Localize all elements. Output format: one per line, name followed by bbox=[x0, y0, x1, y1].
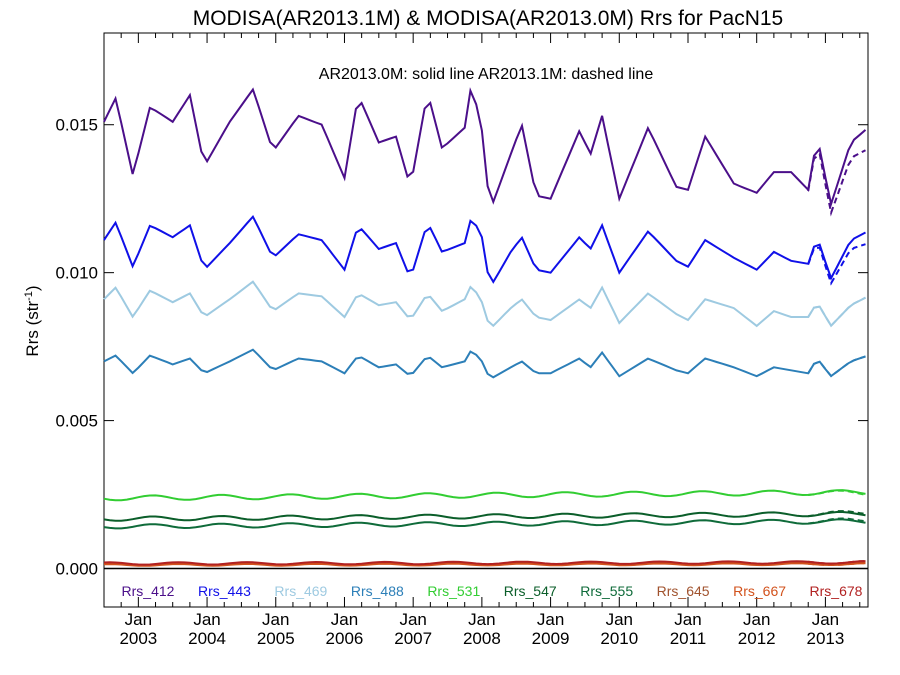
legend-label: Rrs_469 bbox=[274, 583, 327, 599]
x-tick-label-month: Jan bbox=[606, 610, 633, 629]
x-tick-label-year: 2012 bbox=[738, 629, 776, 648]
x-tick-label-month: Jan bbox=[125, 610, 152, 629]
series-dashed-line-rrs-443 bbox=[807, 243, 866, 286]
x-tick-label-year: 2009 bbox=[532, 629, 570, 648]
x-tick-label-year: 2005 bbox=[257, 629, 295, 648]
y-axis-label-main: Rrs (str bbox=[23, 301, 42, 357]
series-line-rrs-678 bbox=[103, 560, 866, 566]
x-tick-label-month: Jan bbox=[674, 610, 701, 629]
chart-title: MODISA(AR2013.1M) & MODISA(AR2013.0M) Rr… bbox=[193, 7, 784, 30]
x-tick-label-month: Jan bbox=[812, 610, 839, 629]
legend-label: Rrs_667 bbox=[733, 583, 786, 599]
series-line-rrs-547 bbox=[103, 511, 866, 522]
legend-label: Rrs_645 bbox=[657, 583, 710, 599]
x-tick-label-month: Jan bbox=[537, 610, 564, 629]
legend-label: Rrs_412 bbox=[122, 583, 175, 599]
series-line-rrs-555 bbox=[103, 518, 866, 530]
x-tick-label-month: Jan bbox=[399, 610, 426, 629]
series-dashed-line-rrs-469 bbox=[807, 296, 866, 328]
x-tick-label-year: 2008 bbox=[463, 629, 501, 648]
x-tick-label-year: 2010 bbox=[600, 629, 638, 648]
y-axis-label-superscript: -1 bbox=[23, 291, 35, 301]
x-tick-label-month: Jan bbox=[743, 610, 770, 629]
legend-label: Rrs_488 bbox=[351, 583, 404, 599]
x-tick-label-year: 2003 bbox=[119, 629, 157, 648]
series-line-rrs-667 bbox=[103, 562, 866, 567]
legend-label: Rrs_443 bbox=[198, 583, 251, 599]
series-line-rrs-469 bbox=[103, 280, 866, 328]
x-tick-label-year: 2006 bbox=[326, 629, 364, 648]
series-dashed-line-rrs-488 bbox=[807, 355, 866, 378]
y-tick-label: 0.005 bbox=[55, 412, 98, 431]
legend-label: Rrs_547 bbox=[504, 583, 557, 599]
legend-label: Rrs_555 bbox=[580, 583, 633, 599]
legend-label: Rrs_531 bbox=[427, 583, 480, 599]
plot-frame bbox=[103, 32, 869, 608]
series-line-rrs-488 bbox=[103, 348, 866, 379]
y-tick-label: 0.000 bbox=[55, 560, 98, 579]
x-tick-label-year: 2007 bbox=[394, 629, 432, 648]
y-tick-label: 0.015 bbox=[55, 116, 98, 135]
y-axis-label-close: ) bbox=[23, 285, 42, 291]
x-tick-label-year: 2011 bbox=[670, 629, 707, 648]
series-line-rrs-443 bbox=[103, 214, 866, 284]
x-tick-label-month: Jan bbox=[262, 610, 289, 629]
y-axis-label: Rrs (str-1) bbox=[23, 285, 42, 356]
x-tick-label-month: Jan bbox=[193, 610, 220, 629]
x-tick-label-month: Jan bbox=[331, 610, 358, 629]
x-tick-label-month: Jan bbox=[468, 610, 495, 629]
y-tick-label: 0.010 bbox=[55, 264, 98, 283]
plot-area: 0.0000.0050.0100.015Jan2003Jan2004Jan200… bbox=[55, 33, 868, 648]
line-style-annotation: AR2013.0M: solid line AR2013.1M: dashed … bbox=[319, 66, 654, 83]
x-tick-label-year: 2004 bbox=[188, 629, 226, 648]
series-dashed-line-rrs-412 bbox=[807, 149, 866, 217]
series-line-rrs-412 bbox=[103, 87, 867, 208]
series-line-rrs-531 bbox=[103, 489, 866, 502]
legend-label: Rrs_678 bbox=[810, 583, 863, 599]
x-tick-label-year: 2013 bbox=[806, 629, 844, 648]
